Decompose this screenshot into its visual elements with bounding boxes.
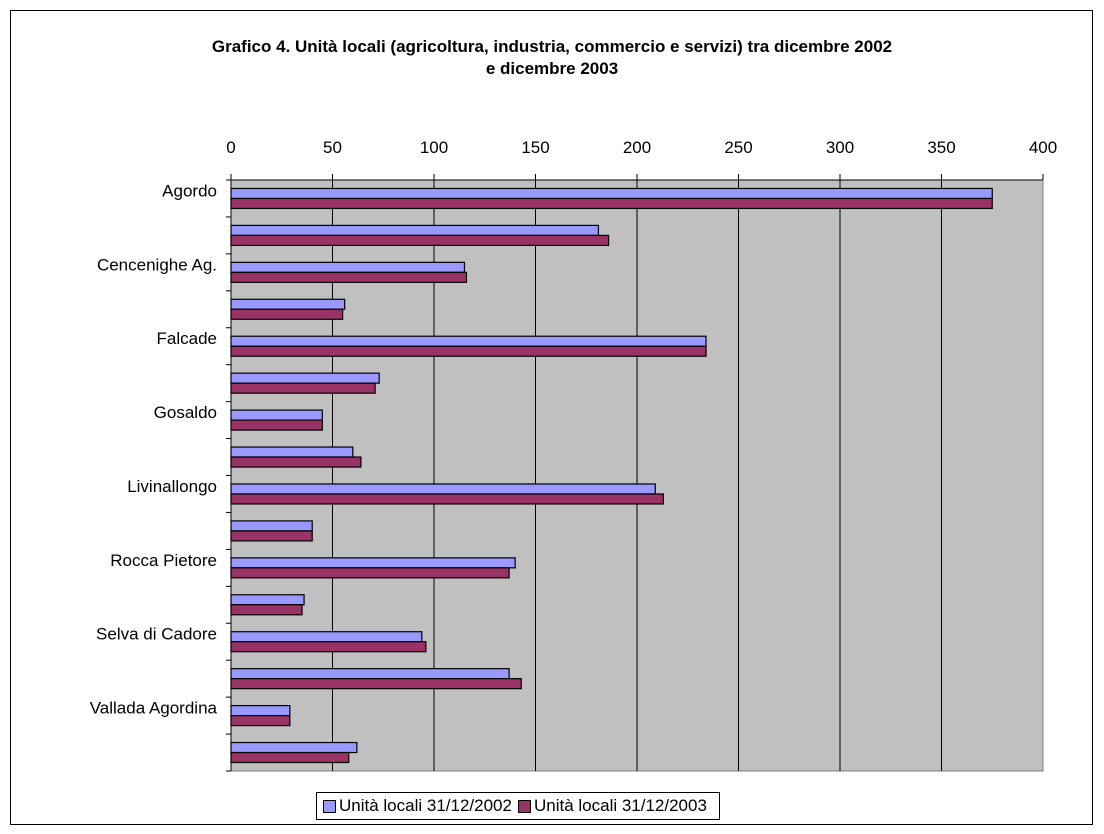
category-label: Selva di Cadore xyxy=(96,625,217,644)
bar-2003 xyxy=(230,530,313,542)
bar-2003 xyxy=(230,567,510,579)
bar-2003 xyxy=(230,604,303,616)
category-label: Agordo xyxy=(162,181,217,200)
bar-2003 xyxy=(230,678,522,690)
bar-2003 xyxy=(230,419,323,431)
bar-2002 xyxy=(230,261,466,273)
legend-label-2002: Unità locali 31/12/2002 xyxy=(339,796,512,815)
legend-swatch-2003 xyxy=(517,799,531,813)
chart-title-line-1: Grafico 4. Unità locali (agricoltura, in… xyxy=(211,37,893,56)
x-tick-label: 300 xyxy=(826,138,854,157)
legend-swatch-2002 xyxy=(323,799,336,813)
bar-2002 xyxy=(230,741,358,754)
x-tick-label: 0 xyxy=(226,138,235,157)
bar-2003 xyxy=(230,456,362,468)
bar-2002 xyxy=(230,520,313,532)
bar-2003 xyxy=(230,493,664,505)
bar-2003 xyxy=(230,714,291,727)
chart-title: Grafico 4. Unità locali (agricoltura, in… xyxy=(0,36,1104,80)
category-label: Falcade xyxy=(157,329,217,348)
category-label: Rocca Pietore xyxy=(110,551,217,570)
bar-2002 xyxy=(230,704,291,717)
legend-label-2003: Unità locali 31/12/2003 xyxy=(533,796,707,815)
bar-2003 xyxy=(230,308,344,320)
legend-item-2003: Unità locali 31/12/2003 xyxy=(517,796,707,816)
category-label: Livinallongo xyxy=(127,477,217,496)
category-label: Cencenighe Ag. xyxy=(97,255,217,274)
x-tick-label: 200 xyxy=(623,138,651,157)
category-label: Vallada Agordina xyxy=(90,699,218,718)
bar-2003 xyxy=(230,345,707,357)
bar-2003 xyxy=(230,197,993,210)
x-tick-label: 100 xyxy=(420,138,448,157)
bar-2002 xyxy=(230,187,993,200)
x-tick-label: 350 xyxy=(927,138,955,157)
bar-2002 xyxy=(230,298,346,310)
x-tick-label: 250 xyxy=(724,138,752,157)
bar-2002 xyxy=(230,483,656,495)
bar-2002 xyxy=(230,224,600,237)
bar-2003 xyxy=(230,382,376,394)
bar-2002 xyxy=(230,335,707,347)
x-tick-label: 400 xyxy=(1029,138,1057,157)
bar-2003 xyxy=(230,234,610,247)
bar-2002 xyxy=(230,631,423,643)
category-label: Gosaldo xyxy=(154,403,217,422)
bar-2003 xyxy=(230,641,427,653)
bar-2002 xyxy=(230,372,380,384)
bar-2002 xyxy=(230,557,516,569)
x-tick-label: 150 xyxy=(521,138,549,157)
bar-2002 xyxy=(230,668,510,680)
bar-2003 xyxy=(230,751,350,764)
legend-item-2002: Unità locali 31/12/2002 xyxy=(323,796,512,816)
chart-title-line-2: e dicembre 2003 xyxy=(485,59,619,78)
x-tick-label: 50 xyxy=(323,138,342,157)
legend: Unità locali 31/12/2002 Unità locali 31/… xyxy=(316,792,720,820)
bar-2002 xyxy=(230,594,305,606)
bar-2003 xyxy=(230,271,468,283)
bar-2002 xyxy=(230,446,354,458)
bar-2002 xyxy=(230,409,323,421)
